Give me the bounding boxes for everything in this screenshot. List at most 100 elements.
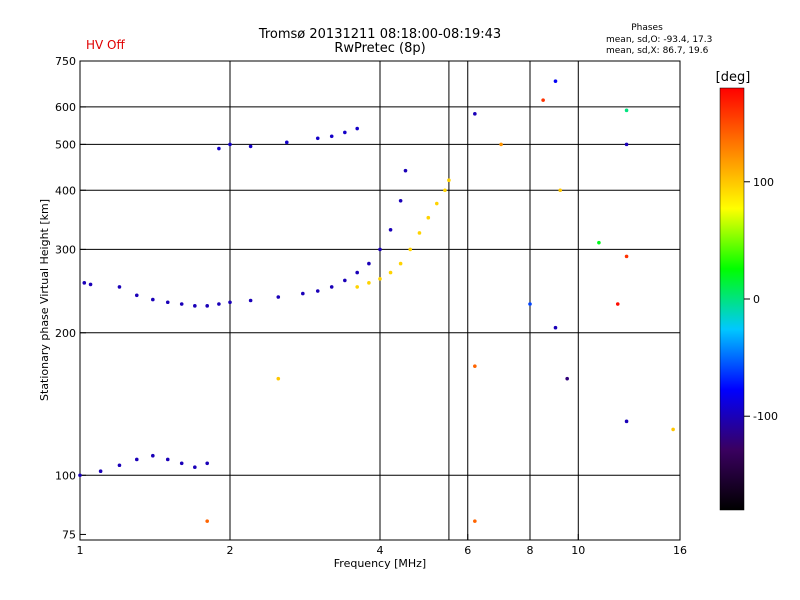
data-point xyxy=(615,302,620,306)
y-tick-label: 200 xyxy=(55,327,76,340)
data-point xyxy=(217,146,221,151)
hv-status-label: HV Off xyxy=(86,38,125,52)
data-point xyxy=(276,295,281,299)
data-point xyxy=(367,261,371,266)
data-point xyxy=(205,461,209,466)
data-point xyxy=(248,144,253,149)
data-point xyxy=(378,277,382,281)
data-point xyxy=(315,136,320,141)
data-point xyxy=(408,247,413,252)
data-point xyxy=(443,188,447,193)
data-point xyxy=(355,126,359,131)
y-tick-label: 75 xyxy=(62,528,76,541)
y-axis-ticks: 75 100 200 300 400 500 600 750 xyxy=(55,55,86,541)
data-point xyxy=(343,278,347,283)
data-point xyxy=(473,112,477,116)
data-point xyxy=(426,215,431,220)
data-point xyxy=(315,289,320,293)
data-point xyxy=(378,247,382,252)
y-tick-label: 300 xyxy=(55,243,76,256)
x-tick-label: 1 xyxy=(77,544,84,557)
data-point xyxy=(417,231,422,235)
data-point xyxy=(205,304,209,308)
colorbar-tick-label: -100 xyxy=(753,410,778,423)
colorbar xyxy=(719,87,745,511)
y-tick-label: 500 xyxy=(55,138,76,151)
colorbar-tick-label: 100 xyxy=(753,176,774,189)
data-point xyxy=(179,461,184,466)
data-point xyxy=(473,519,477,523)
x-tick-label: 4 xyxy=(377,544,384,557)
data-point xyxy=(329,285,334,289)
colorbar-ticks: -100 0 100 xyxy=(744,176,778,423)
data-point xyxy=(134,457,139,462)
data-point xyxy=(179,302,184,306)
data-point xyxy=(165,300,170,305)
data-point xyxy=(193,465,197,470)
data-point xyxy=(151,297,155,302)
data-point xyxy=(355,285,359,289)
data-point xyxy=(553,325,558,330)
data-points xyxy=(78,79,675,523)
data-point xyxy=(473,364,477,368)
data-point xyxy=(205,519,209,523)
data-point xyxy=(343,130,347,135)
stats-title: Phases xyxy=(631,23,663,33)
data-point xyxy=(388,270,393,275)
colorbar-tick-label: 0 xyxy=(753,293,760,306)
data-point xyxy=(388,228,393,232)
chart-title: Tromsø 20131211 08:18:00-08:19:43 xyxy=(258,27,501,42)
stats-x-mode: mean, sd,X: 86.7, 19.6 xyxy=(606,46,709,56)
x-tick-label: 16 xyxy=(673,544,687,557)
data-point xyxy=(398,198,403,203)
data-point xyxy=(117,463,122,468)
y-axis-label: Stationary phase Virtual Height [km] xyxy=(38,199,51,401)
stats-o-mode: mean, sd,O: -93.4, 17.3 xyxy=(606,35,712,45)
x-tick-label: 2 xyxy=(227,544,234,557)
data-point xyxy=(671,427,675,432)
data-point xyxy=(228,142,232,147)
data-point xyxy=(597,240,601,245)
data-point xyxy=(284,140,289,145)
data-point xyxy=(82,281,87,285)
data-point xyxy=(499,142,503,147)
data-point xyxy=(301,291,305,296)
data-point xyxy=(151,453,155,458)
data-point xyxy=(217,302,221,306)
data-point xyxy=(134,293,139,298)
data-point xyxy=(553,79,558,83)
y-tick-label: 400 xyxy=(55,184,76,197)
x-tick-label: 10 xyxy=(571,544,585,557)
data-point xyxy=(78,473,82,478)
colorbar-label: [deg] xyxy=(716,70,751,85)
data-point xyxy=(528,302,532,306)
data-point xyxy=(228,300,232,305)
data-point xyxy=(434,201,439,206)
data-point xyxy=(367,281,371,285)
data-point xyxy=(355,270,359,275)
data-point xyxy=(329,134,334,139)
data-point xyxy=(165,457,170,462)
data-point xyxy=(88,282,93,287)
data-point xyxy=(276,376,281,381)
y-tick-label: 600 xyxy=(55,101,76,114)
y-tick-label: 750 xyxy=(55,55,76,68)
data-point xyxy=(117,285,122,289)
data-point xyxy=(447,178,451,183)
x-tick-label: 8 xyxy=(527,544,534,557)
x-axis-ticks: 1 2 4 6 8 10 16 xyxy=(77,534,687,557)
data-point xyxy=(248,298,253,303)
data-point xyxy=(541,98,545,102)
data-point xyxy=(624,419,629,424)
x-axis-label: Frequency [MHz] xyxy=(334,557,426,570)
data-point xyxy=(624,254,629,259)
x-tick-label: 6 xyxy=(464,544,471,557)
chart-subtitle: RwPretec (8p) xyxy=(334,41,425,56)
data-point xyxy=(624,108,629,113)
data-point xyxy=(193,304,197,308)
data-point xyxy=(624,142,629,147)
y-tick-label: 100 xyxy=(55,469,76,482)
data-point xyxy=(565,376,569,381)
data-point xyxy=(398,261,403,266)
